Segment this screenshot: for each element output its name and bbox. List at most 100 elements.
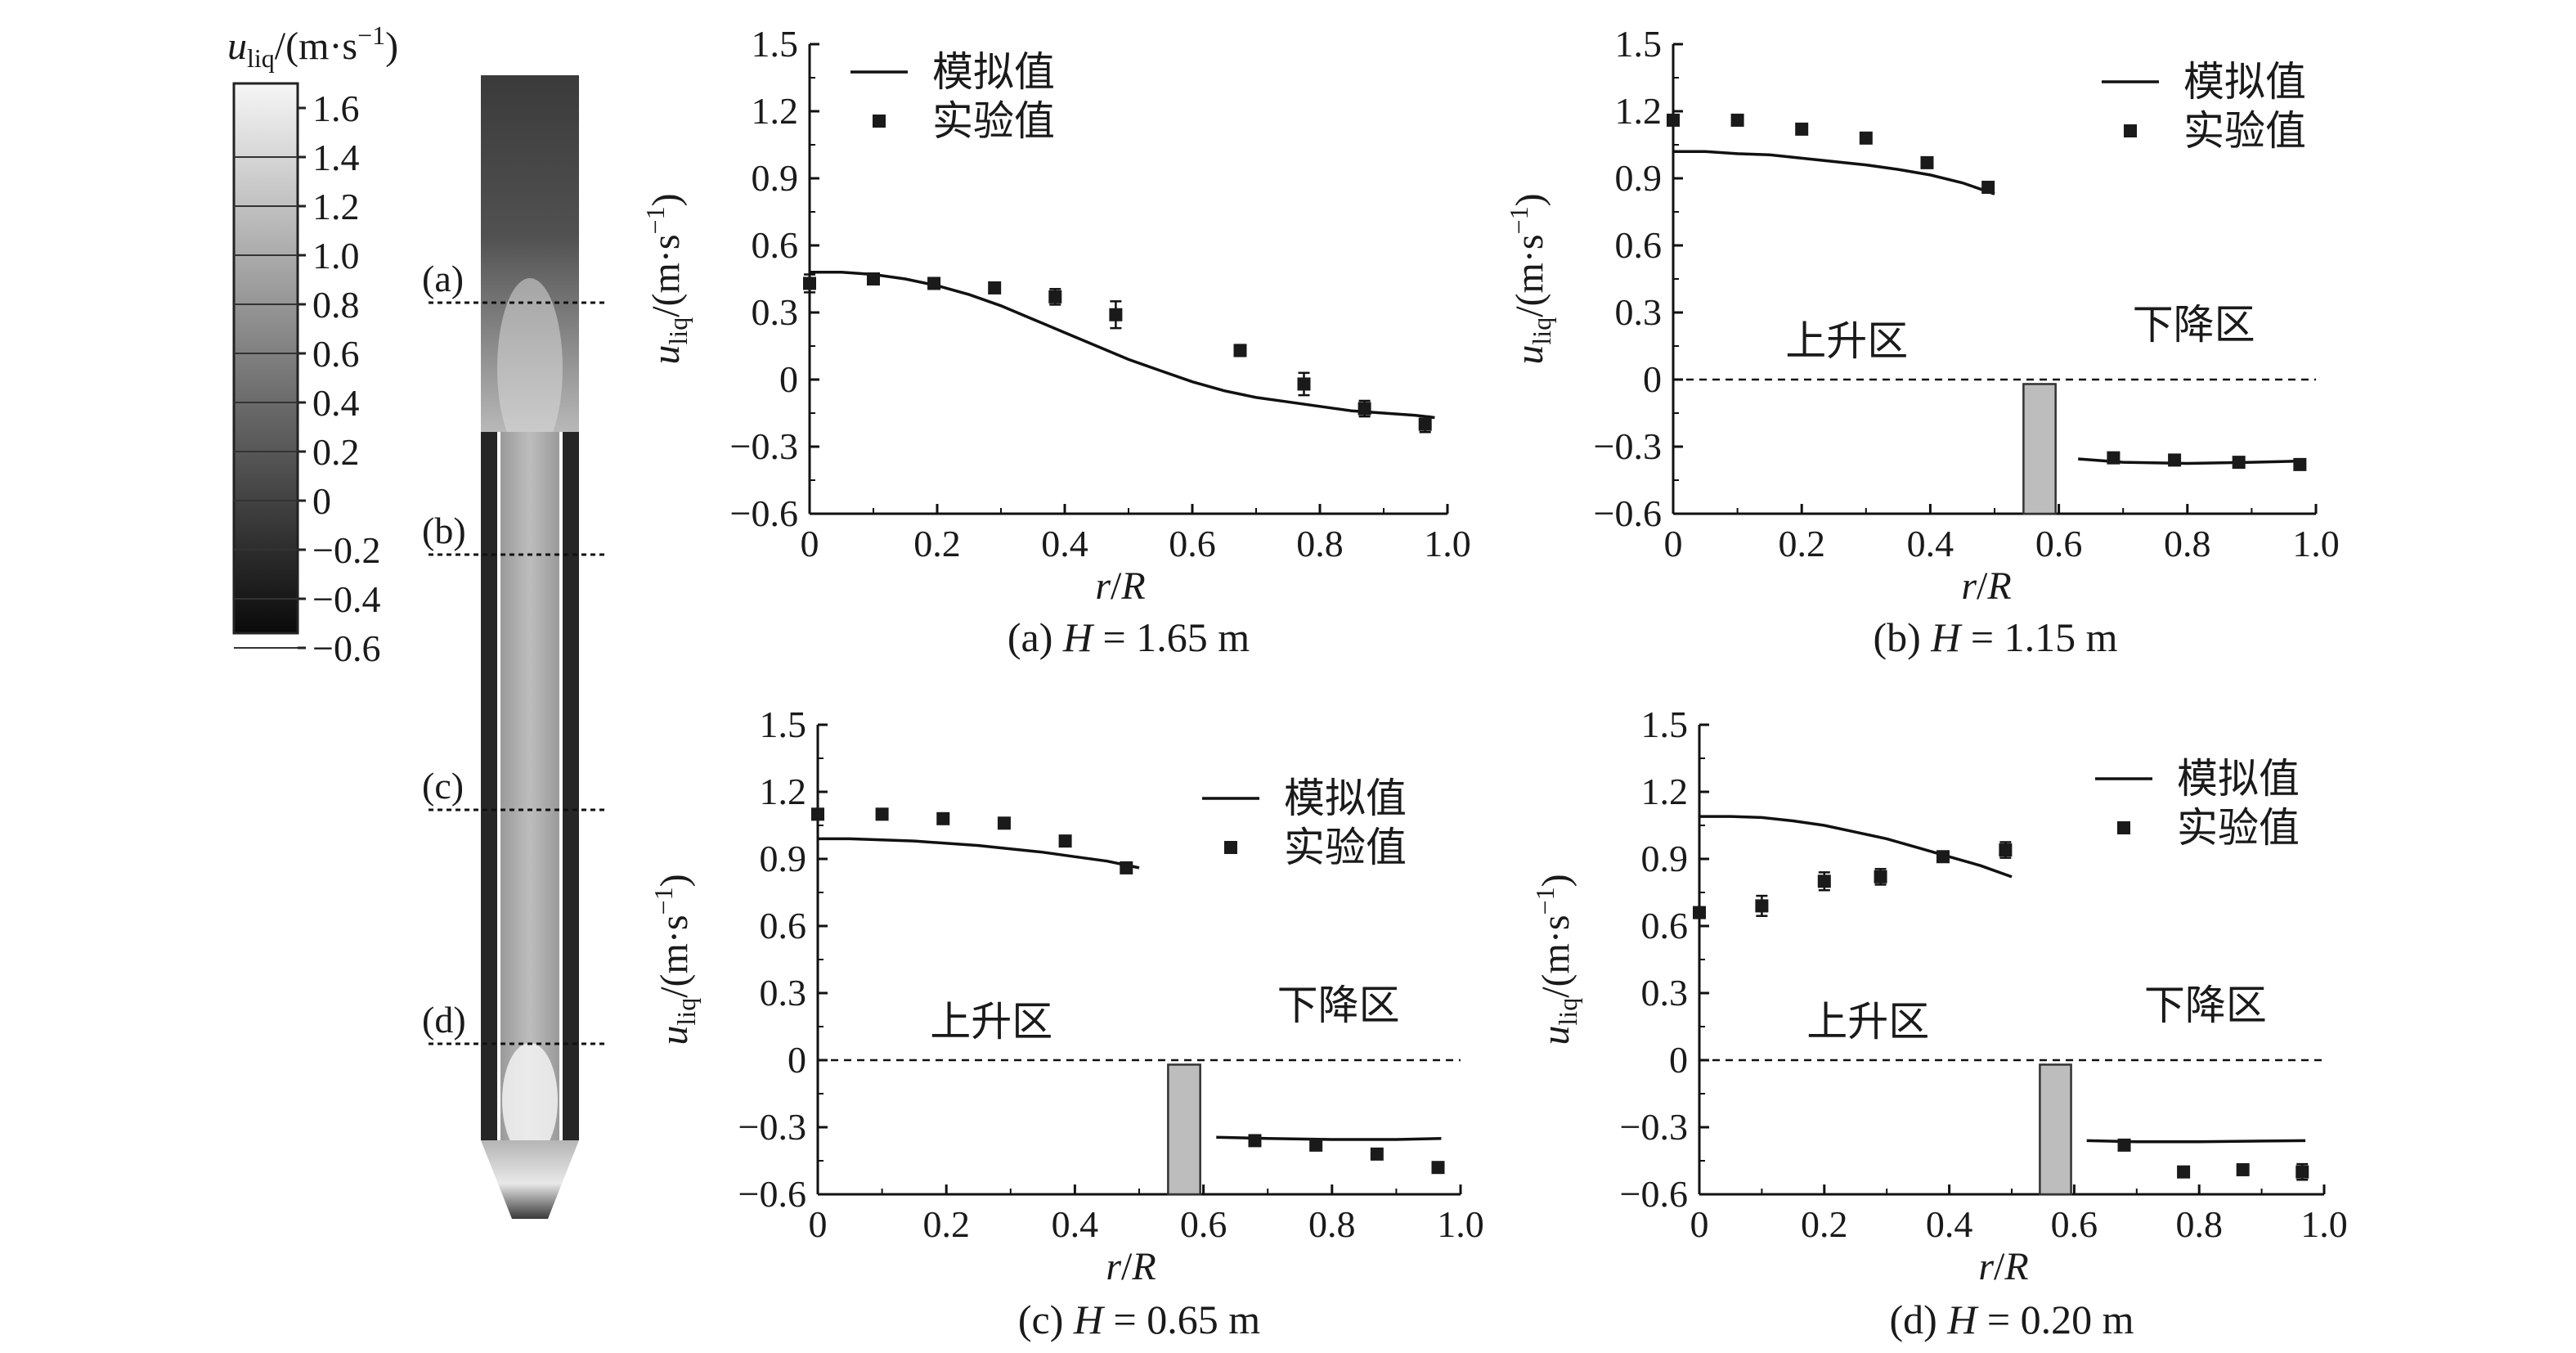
x-tick-label: 0.2 [922,1203,970,1245]
x-axis-label: r/R [1095,564,1145,608]
colorbar-tick-label: 0.4 [312,382,360,424]
region-label-downcomer: 下降区 [2144,982,2267,1029]
region-label-downcomer: 下降区 [2133,301,2255,348]
experimental-point [1755,899,1769,913]
chart-panel: 1.51.20.90.60.30−0.3−0.60 0.2 0.4 0.6 0.8 1.0… [1530,703,2348,1342]
x-tick-label: 0.6 [1180,1203,1227,1245]
y-tick-label: 0 [1669,1039,1688,1081]
draft-tube-wall [2039,1063,2072,1196]
x-tick-label: 1.0 [1424,523,1471,564]
reactor-top-glow [497,278,563,458]
colorbar-tick-label: −0.2 [312,529,380,571]
colorbar-tick-label: 1.2 [312,186,360,227]
y-tick-label: 1.5 [752,23,799,65]
x-tick-label: 0 [809,1203,828,1245]
colorbar-title-sub: liq [247,43,275,73]
legend-experimental-label: 实验值 [1284,824,1407,871]
colorbar-tick-label: 0 [312,480,331,522]
y-tick-label: 1.2 [1615,90,1663,132]
y-tick-label: 0.9 [752,157,799,199]
experimental-point [1297,377,1311,391]
chart-panel: 1.51.20.90.60.30−0.3−0.60 0.2 0.4 0.6 0.8 1.0… [648,703,1484,1342]
colorbar-title: uliq/(m·s−1) [227,20,398,73]
colorbar: uliq/(m·s−1) 1.6 1.4 1.2 1.0 0.8 0.6 0.4 0.2 0 −0… [227,20,398,669]
experimental-point [1058,834,1072,848]
panel-caption: (b) H = 1.15 m [1873,614,2117,660]
experimental-point [1667,113,1680,127]
legend-simulated-label: 模拟值 [2177,755,2300,802]
legend-experimental-label: 实验值 [2177,804,2300,852]
x-tick-label: 0.8 [1296,523,1344,564]
experimental-point [2107,451,2120,465]
y-tick-label: 0.9 [1641,838,1689,879]
experimental-point [1309,1138,1323,1152]
experimental-point [811,807,824,821]
reactor-riser [500,432,559,1140]
colorbar-bands [234,156,298,649]
simulated-line [810,271,1435,420]
chart-panels: 1.51.20.90.60.30−0.3−0.60 0.2 0.4 0.6 0.8 1.0… [640,23,2348,1342]
x-tick-label: 0.2 [1801,1203,1848,1245]
simulated-line [818,837,1140,870]
experimental-point [1981,180,1995,194]
experimental-point [936,811,950,825]
y-tick-label: 0.9 [760,838,807,879]
experimental-point [2117,1138,2131,1152]
y-tick-label: 1.2 [760,771,807,812]
experimental-point [1859,131,1873,145]
experimental-point [2177,1165,2191,1179]
reactor-annulus-left [481,432,499,1140]
experimental-point [1999,843,2013,857]
experimental-point [1418,417,1432,431]
region-label-riser: 上升区 [1806,998,1929,1045]
experimental-point [1431,1161,1445,1175]
y-tick-label: 0.6 [760,905,807,946]
y-tick-label: −0.6 [738,1173,806,1215]
reactor-bottom-glow [502,1043,558,1157]
legend-experimental-label: 实验值 [932,97,1055,145]
x-tick-label: 0 [1664,523,1683,564]
reactor-contour [481,75,579,1219]
experimental-point [867,272,880,285]
experimental-point [1370,1147,1384,1161]
x-tick-label: 0.8 [1308,1203,1356,1245]
reactor-cone [481,1140,579,1219]
experimental-point [875,807,889,821]
x-tick-label: 0.8 [2175,1203,2223,1245]
y-axis-label: uliq/(m·s−1) [1530,874,1582,1045]
experimental-point [1936,850,1950,864]
colorbar-tick-label: 1.0 [312,235,360,276]
legend-simulated-label: 模拟值 [2183,58,2306,106]
y-tick-label: 0 [779,358,798,400]
simulated-line [1699,815,2013,879]
region-label-downcomer: 下降区 [1277,982,1400,1029]
experimental-point [2168,453,2182,467]
reactor-annulus-right [561,432,579,1140]
x-tick-label: 1.0 [1437,1203,1484,1245]
x-tick-label: 0.4 [1907,523,1954,564]
legend-experimental-swatch [1224,841,1237,854]
y-tick-label: 1.5 [1641,703,1689,745]
y-tick-label: 0 [1643,358,1662,400]
experimental-point [1817,874,1831,888]
draft-tube-wall [1167,1063,1201,1196]
x-tick-label: 0.4 [1052,1203,1099,1245]
experimental-point [1795,122,1809,136]
experimental-point [2232,456,2246,470]
x-tick-label: 0.4 [1926,1203,1973,1245]
legend-simulated-label: 模拟值 [1284,775,1407,822]
panel-caption: (d) H = 0.20 m [1889,1297,2134,1342]
y-tick-label: 0.3 [760,972,807,1014]
colorbar-title-var: u [227,25,247,68]
y-tick-label: −0.3 [730,425,798,467]
experimental-point [1048,290,1062,303]
experimental-point [1693,906,1706,919]
draft-tube-wall [2022,383,2057,515]
section-label: (c) [422,765,464,807]
colorbar-tick-label: −0.4 [312,578,380,620]
y-tick-label: 1.2 [752,90,799,132]
x-tick-label: 0.6 [2035,523,2083,564]
